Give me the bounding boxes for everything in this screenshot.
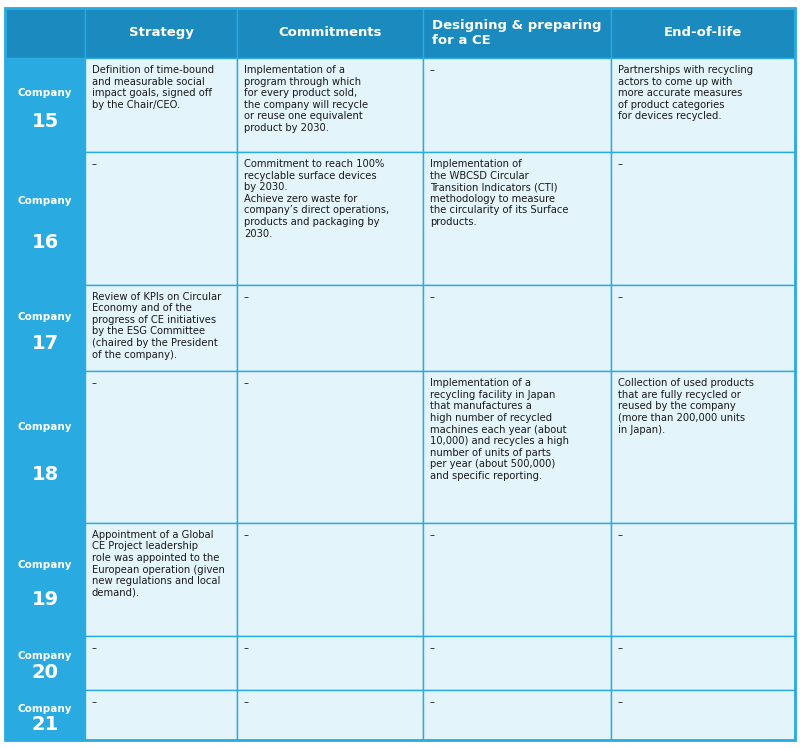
Text: –: – xyxy=(430,292,435,301)
Text: 17: 17 xyxy=(31,334,58,353)
Bar xyxy=(611,58,795,152)
Bar xyxy=(237,152,423,285)
Text: Company: Company xyxy=(18,652,72,661)
Bar xyxy=(5,152,85,285)
Text: –: – xyxy=(618,697,623,707)
Text: Partnerships with recycling
actors to come up with
more accurate measures
of pro: Partnerships with recycling actors to co… xyxy=(618,65,753,121)
Bar xyxy=(237,523,423,637)
Text: –: – xyxy=(92,697,97,707)
Text: Company: Company xyxy=(18,88,72,98)
Bar xyxy=(423,285,611,371)
Text: Implementation of
the WBCSD Circular
Transition Indicators (CTI)
methodology to : Implementation of the WBCSD Circular Tra… xyxy=(430,159,569,227)
Bar xyxy=(5,371,85,523)
Text: Commitments: Commitments xyxy=(278,26,382,40)
Text: 19: 19 xyxy=(31,590,58,610)
Text: –: – xyxy=(92,643,97,653)
Text: Company: Company xyxy=(18,312,72,322)
Bar xyxy=(5,690,85,740)
Text: –: – xyxy=(618,159,623,169)
Text: –: – xyxy=(430,530,435,540)
Text: –: – xyxy=(244,292,249,301)
Bar xyxy=(85,58,237,152)
Bar xyxy=(611,152,795,285)
Bar xyxy=(237,8,423,58)
Bar xyxy=(85,371,237,523)
Bar xyxy=(423,690,611,740)
Bar xyxy=(611,285,795,371)
Text: Appointment of a Global
CE Project leadership
role was appointed to the
European: Appointment of a Global CE Project leade… xyxy=(92,530,225,598)
Bar xyxy=(5,637,85,690)
Bar xyxy=(237,690,423,740)
Text: Strategy: Strategy xyxy=(129,26,194,40)
Bar xyxy=(237,371,423,523)
Bar xyxy=(85,285,237,371)
Text: Company: Company xyxy=(18,704,72,714)
Text: Company: Company xyxy=(18,560,72,570)
Bar xyxy=(611,637,795,690)
Bar xyxy=(423,371,611,523)
Text: –: – xyxy=(430,697,435,707)
Text: Commitment to reach 100%
recyclable surface devices
by 2030.
Achieve zero waste : Commitment to reach 100% recyclable surf… xyxy=(244,159,389,239)
Text: Implementation of a
program through which
for every product sold,
the company wi: Implementation of a program through whic… xyxy=(244,65,368,133)
Text: Collection of used products
that are fully recycled or
reused by the company
(mo: Collection of used products that are ful… xyxy=(618,378,754,435)
Bar xyxy=(237,285,423,371)
Text: Designing & preparing
for a CE: Designing & preparing for a CE xyxy=(432,19,602,47)
Text: Definition of time-bound
and measurable social
impact goals, signed off
by the C: Definition of time-bound and measurable … xyxy=(92,65,214,110)
Bar xyxy=(423,152,611,285)
Text: Company: Company xyxy=(18,423,72,432)
Bar xyxy=(611,523,795,637)
Text: 15: 15 xyxy=(31,112,58,132)
Bar xyxy=(237,58,423,152)
Bar xyxy=(237,637,423,690)
Text: 21: 21 xyxy=(31,714,58,734)
Bar xyxy=(85,637,237,690)
Bar xyxy=(611,371,795,523)
Bar xyxy=(423,8,611,58)
Text: Review of KPIs on Circular
Economy and of the
progress of CE initiatives
by the : Review of KPIs on Circular Economy and o… xyxy=(92,292,222,360)
Bar xyxy=(85,523,237,637)
Bar xyxy=(5,8,85,58)
Bar xyxy=(423,58,611,152)
Bar xyxy=(85,690,237,740)
Bar xyxy=(5,285,85,371)
Text: Company: Company xyxy=(18,196,72,206)
Bar xyxy=(85,8,237,58)
Text: 20: 20 xyxy=(31,663,58,682)
Text: 16: 16 xyxy=(31,233,58,252)
Text: –: – xyxy=(244,697,249,707)
Text: –: – xyxy=(244,378,249,388)
Text: –: – xyxy=(618,292,623,301)
Text: –: – xyxy=(430,643,435,653)
Text: 18: 18 xyxy=(31,465,58,484)
Text: –: – xyxy=(618,530,623,540)
Text: End-of-life: End-of-life xyxy=(664,26,742,40)
Bar xyxy=(5,523,85,637)
Bar xyxy=(423,523,611,637)
Text: Implementation of a
recycling facility in Japan
that manufactures a
high number : Implementation of a recycling facility i… xyxy=(430,378,569,481)
Text: –: – xyxy=(618,643,623,653)
Text: –: – xyxy=(430,65,435,75)
Text: –: – xyxy=(92,378,97,388)
Text: –: – xyxy=(244,530,249,540)
Bar xyxy=(423,637,611,690)
Bar xyxy=(611,8,795,58)
Bar xyxy=(611,690,795,740)
Bar xyxy=(85,152,237,285)
Bar xyxy=(5,58,85,152)
Text: –: – xyxy=(244,643,249,653)
Text: –: – xyxy=(92,159,97,169)
